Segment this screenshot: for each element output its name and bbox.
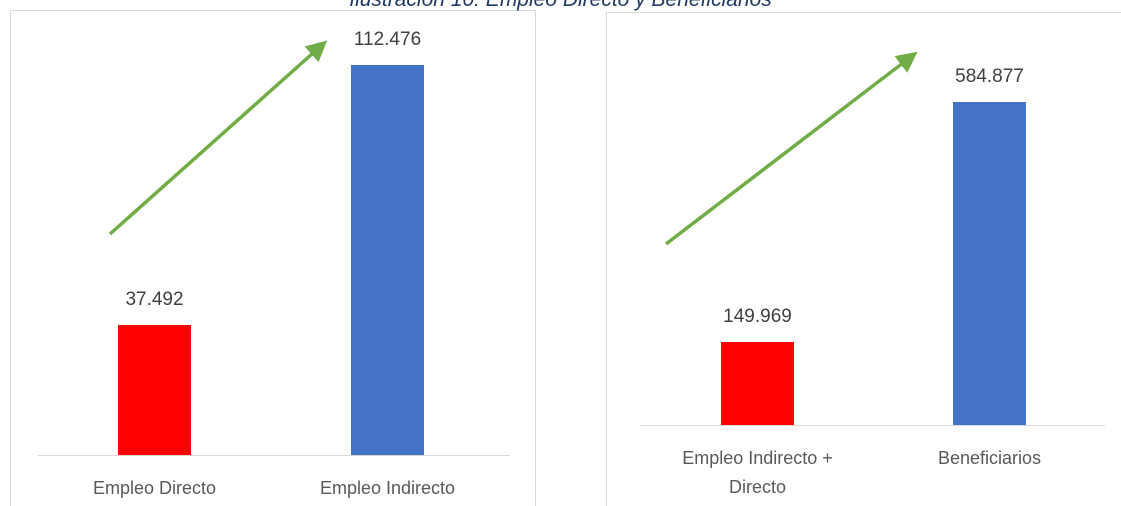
figure-title: Ilustración 10: Empleo Directo y Benefic… [0, 0, 1121, 12]
value-label: 37.492 [125, 289, 184, 310]
value-label: 149.969 [723, 306, 792, 328]
trend-arrow [664, 51, 918, 246]
chart-panel [606, 12, 1121, 506]
category-label: Empleo Indirecto + Directo [682, 448, 833, 497]
bar [953, 102, 1026, 425]
value-label: 584.877 [955, 66, 1024, 87]
chart-panel [10, 10, 536, 506]
bar [351, 65, 424, 455]
bar [721, 342, 794, 425]
category-label: Beneficiarios [937, 448, 1042, 468]
axis-line [640, 425, 1105, 426]
value-label: 112.476 [353, 29, 422, 50]
category-label: Empleo Indirecto [319, 478, 456, 498]
category-label: Empleo Directo [92, 478, 217, 498]
bar [118, 325, 191, 455]
axis-line [38, 455, 510, 456]
trend-arrow [108, 40, 328, 236]
